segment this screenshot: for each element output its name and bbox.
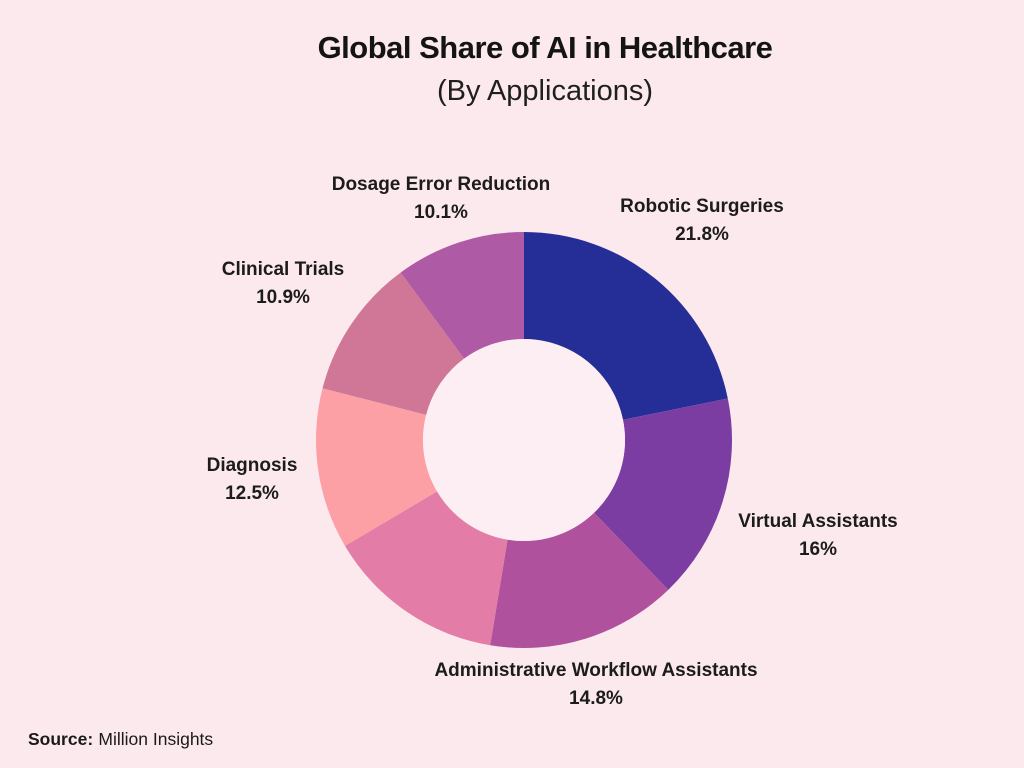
slice-percent: 14.8% [569,688,623,709]
donut-segment-diagnosis [315,388,438,546]
slice-percent: 21.8% [675,224,729,245]
label-virtual-assistants: Virtual Assistants 16% [738,508,897,564]
donut-segment-virtual-assistants [594,398,732,590]
slice-percent: 10.1% [414,202,468,223]
slice-percent: 16% [798,539,838,560]
source-line: Source: Million Insights [28,729,213,750]
slice-name: Administrative Workflow Assistants [434,660,758,681]
donut-hole [423,339,625,541]
donut-segment-clinical-trials [322,272,465,415]
label-dosage-error-reduction: Dosage Error Reduction 10.1% [332,171,551,227]
slice-name: Clinical Trials [221,259,345,280]
slice-percent: 12.5% [225,483,279,504]
donut-segment-robotic-surgeries [524,232,728,420]
slice-percent: 10.9% [256,287,310,308]
source-value: Million Insights [98,729,214,749]
donut-segment-dosage-error-reduction [400,232,524,359]
donut-segment-administrative-workflow-assistants [490,512,669,648]
label-diagnosis: Diagnosis 12.5% [207,452,298,508]
label-administrative-workflow-assistants: Administrative Workflow Assistants 14.8% [434,657,757,713]
slice-name: Diagnosis [206,455,298,476]
label-clinical-trials: Clinical Trials 10.9% [222,256,345,312]
donut-segment-unlabeled [344,491,508,646]
source-label: Source: [28,729,94,749]
label-robotic-surgeries: Robotic Surgeries 21.8% [620,193,784,249]
slice-name: Dosage Error Reduction [331,174,551,195]
slice-name: Virtual Assistants [738,511,898,532]
slice-name: Robotic Surgeries [620,196,784,217]
